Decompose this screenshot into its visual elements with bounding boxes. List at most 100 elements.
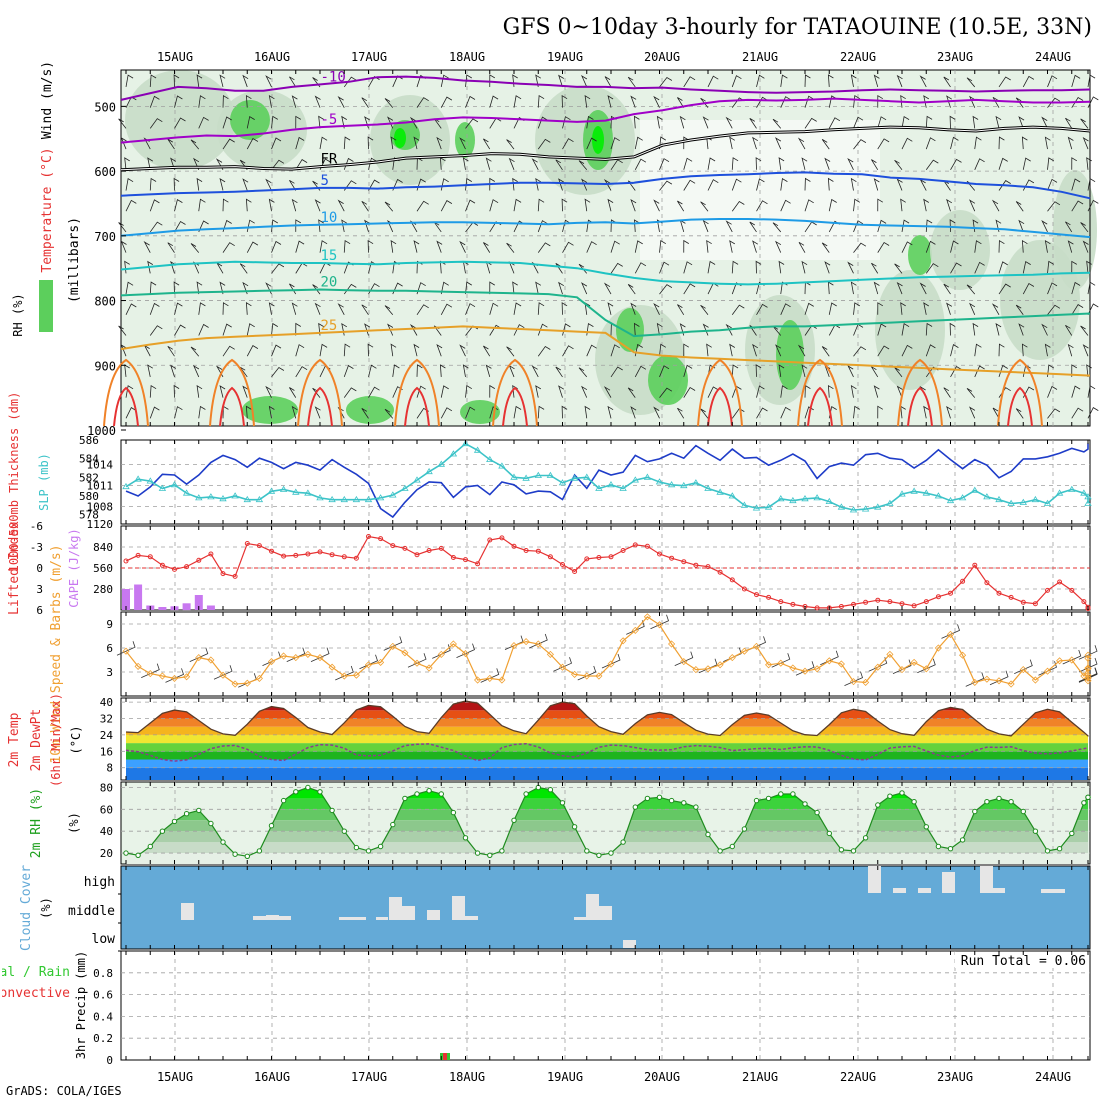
- wind-point: [219, 671, 227, 679]
- wind-barb: [173, 384, 180, 398]
- cloud-bar: [181, 903, 194, 920]
- rh-point: [1020, 808, 1026, 815]
- wind-barb: [440, 281, 449, 295]
- wind-barb: [847, 157, 854, 170]
- wind-barb: [341, 115, 348, 129]
- wind-barb: [707, 386, 719, 398]
- thickness-point: [983, 493, 991, 500]
- wind-point: [413, 659, 421, 667]
- lifted-point: [705, 564, 711, 570]
- wind-barb: [535, 281, 542, 295]
- wind-barb: [901, 137, 913, 150]
- wind-barb: [343, 136, 351, 150]
- wind-barb: [630, 198, 637, 212]
- wind-barb: [173, 177, 180, 191]
- wind-barb: [586, 137, 597, 150]
- wind-barb: [1071, 96, 1084, 108]
- lifted-point: [135, 552, 141, 558]
- temp-ylabel-1: 2m Temp: [7, 712, 22, 767]
- thickness-point: [910, 487, 918, 494]
- temp-ylabel-2: 2m DewPt: [29, 709, 44, 772]
- wind-barb: [561, 198, 568, 212]
- rh-point: [474, 850, 481, 856]
- wind-barb: [633, 115, 640, 129]
- wind-barb: [824, 261, 831, 274]
- wind-point: [777, 659, 785, 667]
- wind-barb: [731, 200, 745, 212]
- wind-barb: [901, 115, 910, 129]
- series-line-lifted-index: [125, 535, 1089, 609]
- thickness-point: [546, 471, 555, 478]
- date-label-bottom: 21AUG: [742, 1070, 778, 1084]
- thickness-point: [607, 481, 615, 488]
- wind-barb: [343, 76, 357, 88]
- rh-point: [620, 839, 626, 845]
- lifted-point: [184, 564, 190, 570]
- rh-point: [1056, 846, 1063, 852]
- wind-barb: [877, 241, 890, 253]
- wind-barb: [558, 385, 565, 398]
- wind-barb: [992, 407, 1000, 419]
- wind-barb: [992, 96, 1000, 108]
- thickness-point: [486, 455, 494, 462]
- wind-barb: [246, 241, 259, 253]
- date-label-bottom: 17AUG: [351, 1070, 387, 1084]
- wind-barb: [873, 281, 880, 295]
- temp-band: [126, 726, 1088, 735]
- wind-barb: [610, 262, 623, 274]
- rh-point: [875, 802, 881, 808]
- wind-point: [364, 661, 373, 669]
- wind-ylabel: 10m Wind Speed & Barbs (m/s): [49, 544, 64, 763]
- wind-barb: [581, 282, 588, 295]
- wind-barb: [707, 179, 719, 191]
- rh-point: [511, 817, 517, 823]
- thickness-point: [170, 481, 179, 488]
- rh-point: [547, 787, 554, 793]
- wind-barb: [821, 139, 830, 150]
- wind-barb: [265, 75, 272, 88]
- rh-point: [208, 820, 214, 827]
- wind-barb: [149, 221, 163, 233]
- wind-barb: [950, 262, 962, 274]
- wind-barb: [314, 199, 321, 212]
- wind-barb: [923, 302, 930, 315]
- thickness-point: [740, 501, 749, 508]
- wind-barb: [337, 96, 345, 108]
- rh-point: [741, 826, 748, 832]
- lifted-point: [196, 557, 202, 563]
- wind-barb: [991, 199, 1000, 212]
- wind-barb: [873, 74, 880, 88]
- precip-tick-label: 0.6: [93, 989, 113, 1002]
- surface-wind-barb: [989, 670, 1009, 686]
- date-label-bottom: 20AUG: [644, 1070, 680, 1084]
- cloud-bar: [893, 888, 906, 893]
- wind-barb: [245, 198, 252, 212]
- surface-wind-barb: [407, 653, 427, 668]
- wind-point: [522, 638, 530, 646]
- wind-barb: [489, 302, 499, 315]
- wind-point: [389, 642, 397, 650]
- wind-barb: [558, 281, 565, 295]
- wind-barb: [877, 219, 887, 233]
- lifted-point: [596, 555, 602, 560]
- lifted-point: [159, 562, 165, 568]
- wind-barb: [780, 385, 788, 398]
- wind-barb: [222, 116, 232, 129]
- wind-barb: [998, 283, 1011, 295]
- wind-barb: [506, 139, 515, 150]
- wind-barb: [295, 115, 302, 129]
- wind-barb: [149, 385, 157, 398]
- lifted-point: [123, 558, 129, 564]
- wind-barb: [991, 303, 1000, 315]
- isotherm-30: [797, 358, 843, 427]
- wind-barb: [755, 157, 762, 170]
- wind-barb: [289, 179, 297, 191]
- rh-area: [455, 122, 475, 158]
- wind-barb: [537, 323, 548, 336]
- cape-bar: [122, 589, 130, 610]
- wind-barb: [923, 405, 930, 419]
- wind-barb: [824, 157, 831, 170]
- thickness-point: [207, 493, 215, 500]
- wind-barb: [1022, 157, 1031, 170]
- cloud-ylabel-units: (%): [39, 897, 53, 919]
